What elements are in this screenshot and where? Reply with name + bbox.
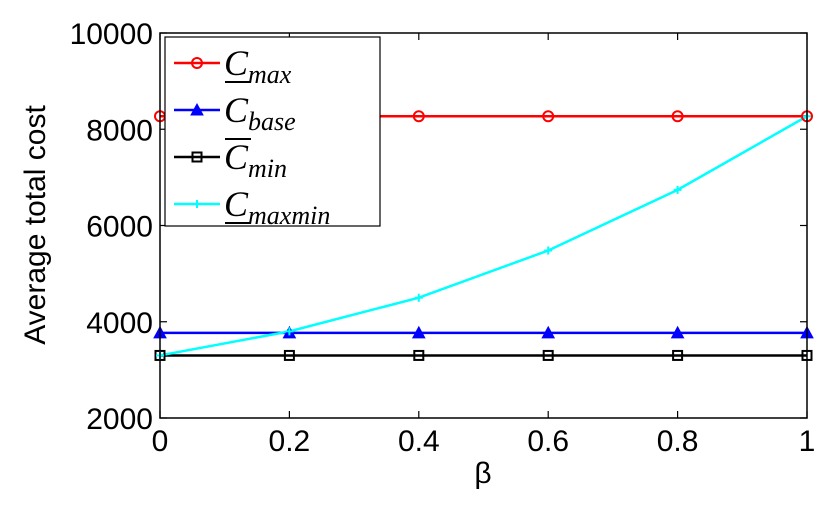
legend-label-base: C (224, 184, 249, 224)
y-tick-label: 4000 (86, 307, 153, 340)
series-point-maxmin (544, 246, 553, 255)
legend-label-base: C (224, 137, 249, 177)
y-axis-ticks: 2000 4000 6000 8000 10000 (70, 18, 807, 436)
series-point-base (411, 325, 426, 339)
y-tick-label: 10000 (70, 18, 153, 51)
y-axis-label: Average total cost (19, 105, 52, 345)
series-point-base (670, 325, 685, 339)
series-point-max (412, 110, 425, 123)
series-point-max (542, 110, 555, 123)
legend-label-subscript: max (248, 60, 292, 89)
legend-marker-maxmin (193, 200, 201, 208)
legend-marker-base (190, 102, 204, 116)
legend-marker-max (191, 57, 203, 69)
y-tick-label: 6000 (86, 211, 153, 244)
x-tick-label: 0 (152, 425, 169, 458)
legend-marker-min (191, 151, 203, 163)
x-tick-label: 0.2 (269, 425, 311, 458)
legend-label-base: C (224, 90, 249, 130)
y-tick-label: 8000 (86, 114, 153, 147)
x-tick-label: 0.8 (657, 425, 699, 458)
legend-box (164, 36, 381, 227)
x-axis-label: β (474, 457, 491, 490)
y-tick-label: 2000 (86, 403, 153, 436)
series-point-min (283, 349, 295, 361)
series-point-maxmin (285, 327, 294, 336)
x-tick-label: 0.4 (398, 425, 440, 458)
series-point-maxmin (673, 185, 682, 194)
plot-lines (159, 115, 808, 357)
legend-label-base: C (224, 43, 249, 83)
series-point-base (541, 325, 556, 339)
legend-label-subscript: maxmin (248, 201, 330, 230)
series-line-maxmin (159, 115, 808, 357)
legend-label-maxmin: Cmaxmin (224, 184, 330, 230)
legend-label-max: Cmax (224, 43, 292, 89)
series-point-min (542, 349, 554, 361)
legend-label-subscript: base (248, 107, 296, 136)
series-point-min (413, 349, 425, 361)
series-point-max (671, 110, 684, 123)
x-axis-ticks: 0 0.2 0.4 0.6 0.8 1 (152, 33, 816, 458)
series-point-min (672, 349, 684, 361)
x-tick-label: 1 (799, 425, 816, 458)
series-point-maxmin (414, 293, 423, 302)
legend-label-base: Cbase (224, 90, 296, 136)
legend-label-subscript: min (248, 154, 287, 183)
x-tick-label: 0.6 (527, 425, 569, 458)
legend-label-min: Cmin (224, 137, 287, 183)
